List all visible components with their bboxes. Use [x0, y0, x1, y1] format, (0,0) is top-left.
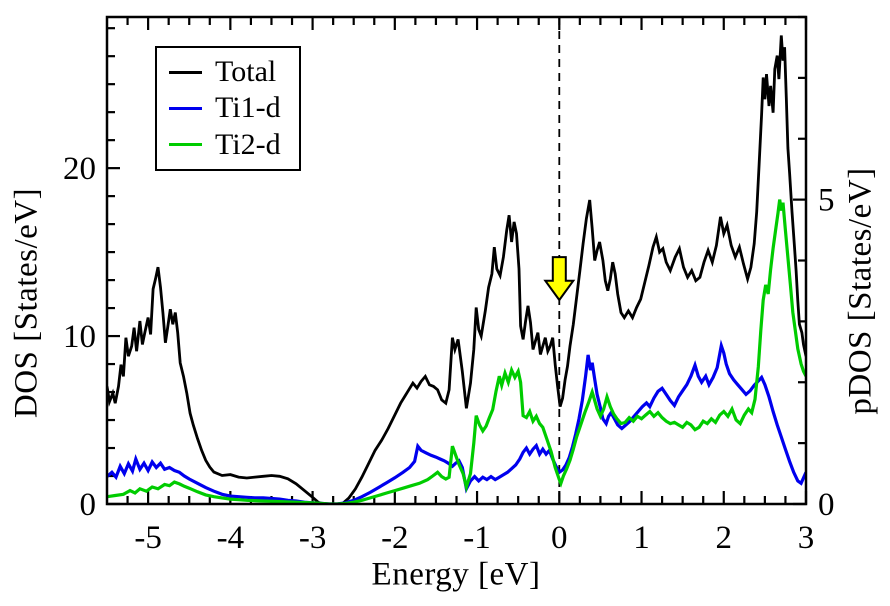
legend-entry-ti1-d: Ti1-d [169, 93, 295, 123]
curve-total [107, 35, 806, 504]
plot-frame [105, 15, 808, 506]
legend-line-ti1-d [169, 106, 202, 110]
x-tick-label--3: -3 [299, 520, 327, 556]
x-tick-label--4: -4 [217, 520, 245, 556]
x-tick-label--5: -5 [134, 520, 162, 556]
left-tick-label-10: 10 [63, 319, 96, 355]
curve-ti1-d [107, 339, 806, 504]
x-tick-label-1: 1 [633, 520, 650, 556]
x-axis-title: Energy [eV] [371, 556, 541, 593]
right-tick-label-5: 5 [818, 183, 835, 219]
curve-ti2-d [107, 199, 806, 504]
x-tick-label--1: -1 [463, 520, 491, 556]
y-axis-title-right: pDOS [States/eV] [842, 167, 879, 415]
x-tick-label--2: -2 [381, 520, 409, 556]
legend-label-ti2-d: Ti2-d [215, 127, 281, 161]
x-tick-label-0: 0 [551, 520, 568, 556]
y-axis-title-left: DOS [States/eV] [8, 187, 45, 419]
x-tick-label-3: 3 [798, 520, 815, 556]
x-tick-label-2: 2 [716, 520, 733, 556]
left-tick-label-0: 0 [80, 487, 97, 523]
legend: Total Ti1-d Ti2-d [155, 46, 301, 171]
legend-entry-ti2-d: Ti2-d [169, 127, 295, 161]
legend-entry-total: Total [169, 57, 295, 87]
right-tick-label-0: 0 [818, 487, 835, 523]
legend-line-ti2-d [169, 143, 202, 147]
left-tick-label-20: 20 [63, 151, 96, 187]
legend-label-ti1-d: Ti1-d [215, 91, 281, 125]
legend-line-total [169, 70, 202, 74]
legend-label-total: Total [215, 55, 277, 89]
fermi-arrow-icon [543, 256, 576, 302]
